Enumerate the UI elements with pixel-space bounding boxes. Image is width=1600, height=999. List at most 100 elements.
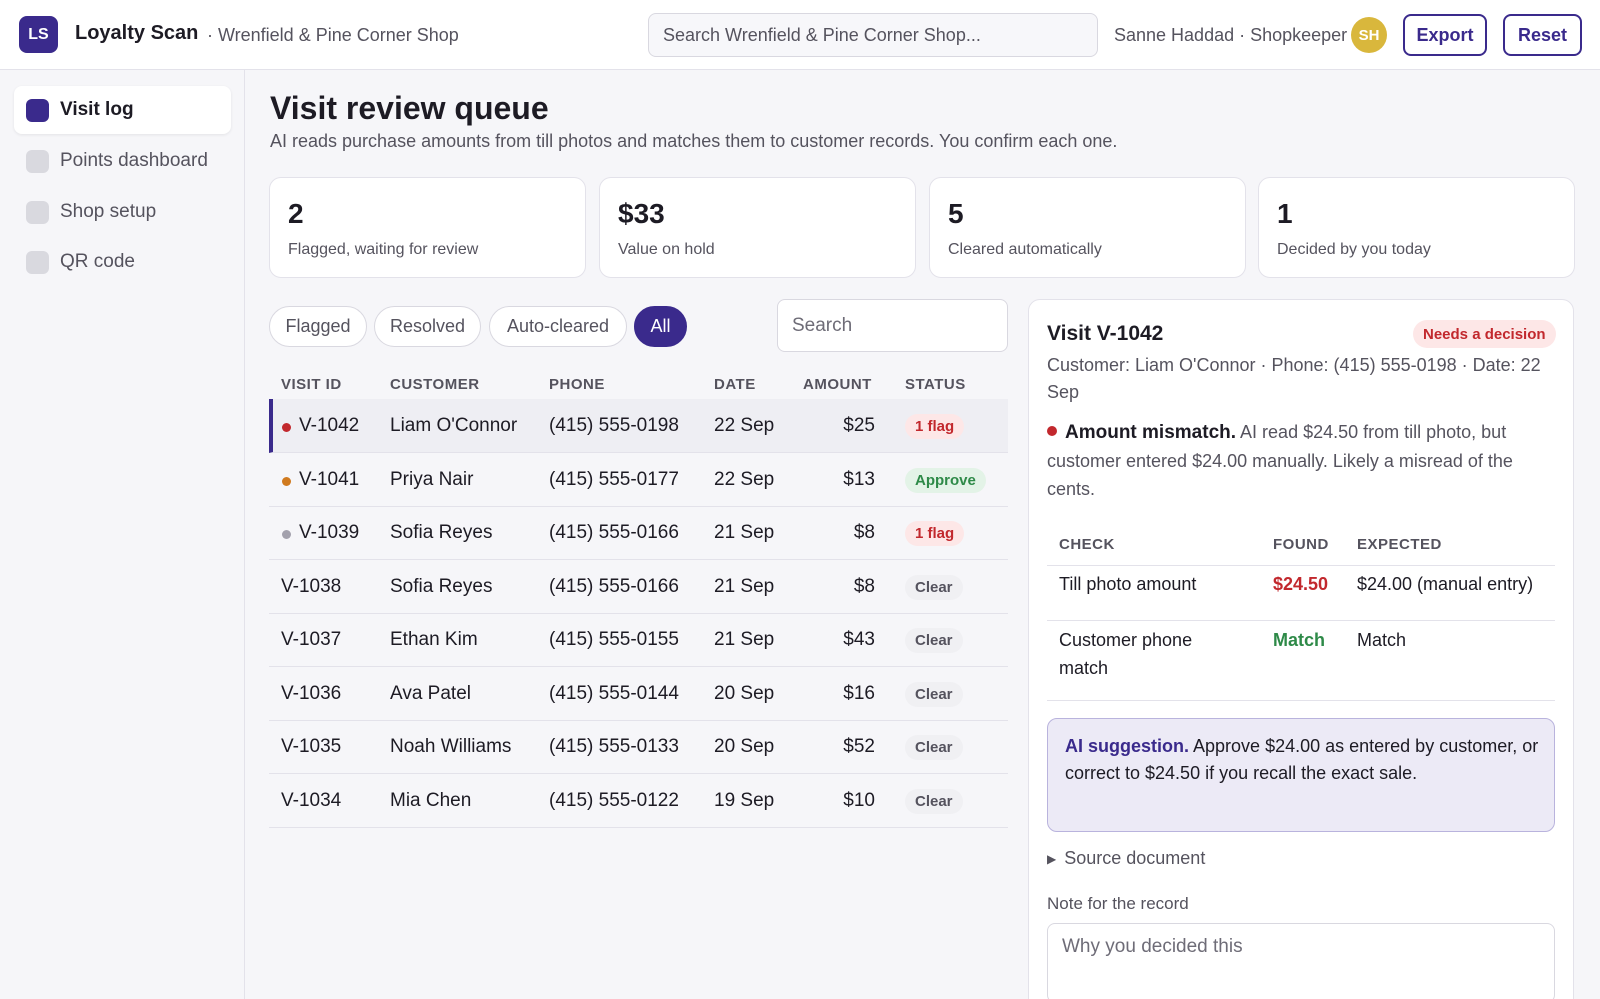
check-found: $24.50: [1273, 574, 1329, 594]
qr-code-icon: [26, 250, 49, 274]
visit-log-icon: [26, 98, 49, 122]
divider: [1047, 565, 1555, 566]
ai-suggestion-box: AI suggestion. Approve $24.00 as entered…: [1047, 718, 1555, 832]
stat-label: Value on hold: [618, 241, 715, 258]
sidebar-item-label: Points dashboard: [60, 150, 208, 171]
column-header-phone[interactable]: PHONE: [549, 376, 605, 393]
visit-id-cell: V-1034: [281, 789, 342, 811]
note-label: Note for the record: [1047, 894, 1189, 913]
check-column-header: CHECK: [1059, 536, 1115, 553]
top-bar: LS Loyalty Scan · Wrenfield & Pine Corne…: [0, 0, 1600, 70]
check-found: Match: [1273, 630, 1326, 650]
visit-id-cell: V-1036: [281, 682, 342, 704]
stat-value: $33: [618, 198, 665, 229]
status-badge: Clear: [905, 574, 963, 600]
shop-name: · Wrenfield & Pine Corner Shop: [207, 25, 459, 45]
table-search-input[interactable]: [777, 299, 1008, 352]
check-expected: $24.00 (manual entry): [1357, 574, 1534, 594]
stat-label: Cleared automatically: [948, 241, 1102, 258]
column-header-status[interactable]: STATUS: [905, 376, 966, 393]
stat-card-cleared: 5 Cleared automatically: [929, 177, 1246, 278]
phone-cell: (415) 555-0177: [549, 468, 679, 490]
table-row[interactable]: V-1039 Sofia Reyes (415) 555-0166 21 Sep $8 1…: [269, 506, 1008, 560]
sidebar-item-label: QR code: [60, 251, 135, 272]
amount-cell: $43: [843, 629, 875, 650]
visit-id-cell: V-1042: [299, 415, 360, 436]
status-dot-icon: [282, 423, 291, 432]
table-row[interactable]: V-1038 Sofia Reyes (415) 555-0166 21 Sep $8 C…: [269, 560, 1008, 614]
filter-all[interactable]: All: [634, 306, 687, 347]
date-cell: 20 Sep: [714, 736, 775, 757]
user-name: Sanne Haddad · Shopkeeper: [1114, 25, 1348, 45]
shop-setup-icon: [26, 200, 49, 224]
check-expected: Match: [1357, 630, 1407, 650]
table-row[interactable]: V-1036 Ava Patel (415) 555-0144 20 Sep $16 Cl…: [269, 667, 1008, 721]
sidebar-item-qr-code[interactable]: QR code: [14, 238, 231, 286]
table-row[interactable]: V-1037 Ethan Kim (415) 555-0155 21 Sep $43 Cl…: [269, 613, 1008, 667]
customer-cell: Sofia Reyes: [390, 522, 493, 543]
customer-cell: Priya Nair: [390, 468, 474, 490]
table-row[interactable]: V-1041 Priya Nair (415) 555-0177 22 Sep $13 A…: [269, 453, 1008, 507]
avatar[interactable]: SH: [1351, 17, 1387, 53]
issue-description: Amount mismatch. AI read $24.50 from til…: [1047, 418, 1557, 503]
visit-detail-panel: Visit V-1042 Needs a decision Customer: …: [1028, 299, 1574, 999]
column-header-visit-id[interactable]: VISIT ID: [281, 376, 342, 393]
global-search-input[interactable]: [648, 13, 1098, 57]
customer-cell: Sofia Reyes: [390, 575, 493, 597]
sidebar-item-points-dashboard[interactable]: Points dashboard: [14, 137, 231, 185]
found-column-header: FOUND: [1273, 536, 1329, 553]
status-badge: Approve: [905, 467, 986, 493]
column-header-customer[interactable]: CUSTOMER: [390, 376, 480, 393]
status-badge: Needs a decision: [1413, 320, 1556, 348]
filter-resolved[interactable]: Resolved: [374, 306, 481, 347]
stat-value: 5: [948, 198, 964, 229]
date-cell: 21 Sep: [714, 629, 775, 650]
column-header-amount[interactable]: AMOUNT: [803, 376, 872, 393]
phone-cell: (415) 555-0155: [549, 629, 679, 650]
visit-id-cell: V-1035: [281, 736, 342, 757]
sidebar-item-visit-log[interactable]: Visit log: [14, 86, 231, 134]
amount-cell: $8: [853, 522, 875, 543]
status-badge: Clear: [905, 788, 963, 814]
date-cell: 20 Sep: [714, 682, 775, 704]
source-document-toggle[interactable]: ▶ Source document: [1047, 848, 1205, 869]
status-badge: Clear: [905, 628, 963, 653]
phone-cell: (415) 555-0198: [549, 415, 679, 436]
app-logo: LS: [19, 16, 58, 53]
page-subtitle: AI reads purchase amounts from till phot…: [270, 131, 1118, 151]
ai-suggestion: AI suggestion. Approve $24.00 as entered…: [1065, 733, 1540, 787]
divider: [1047, 700, 1555, 701]
filter-flagged[interactable]: Flagged: [269, 306, 367, 347]
sidebar: Visit log Points dashboard Shop setup QR…: [0, 70, 245, 999]
column-header-date[interactable]: DATE: [714, 376, 756, 393]
status-badge: 1 flag: [905, 414, 965, 439]
note-field[interactable]: [1047, 923, 1555, 999]
status-badge: Clear: [905, 681, 963, 707]
ai-suggestion-text: Approve $24.00 as entered by customer, o…: [1065, 736, 1539, 783]
status-dot-icon: [282, 530, 291, 539]
stat-card-flagged: 2 Flagged, waiting for review: [269, 177, 586, 278]
reset-button[interactable]: Reset: [1503, 14, 1582, 56]
stat-label: Decided by you today: [1277, 241, 1431, 258]
customer-cell: Ethan Kim: [390, 629, 478, 650]
status-badge: Clear: [905, 735, 963, 760]
sidebar-item-shop-setup[interactable]: Shop setup: [14, 188, 231, 236]
date-cell: 22 Sep: [714, 415, 775, 436]
table-row[interactable]: V-1034 Mia Chen (415) 555-0122 19 Sep $10 Cle…: [269, 774, 1008, 828]
page-title: Visit review queue: [270, 90, 549, 126]
date-cell: 22 Sep: [714, 468, 775, 490]
expected-column-header: EXPECTED: [1357, 536, 1442, 553]
detail-meta: Customer: Liam O'Connor · Phone: (415) 5…: [1047, 355, 1541, 402]
customer-cell: Ava Patel: [390, 682, 471, 704]
check-name: Till photo amount: [1059, 574, 1197, 594]
table-row[interactable]: V-1035 Noah Williams (415) 555-0133 20 Sep $…: [269, 720, 1008, 774]
customer-cell: Noah Williams: [390, 736, 512, 757]
amount-cell: $52: [843, 736, 875, 757]
stat-value: 1: [1277, 198, 1293, 229]
table-row[interactable]: V-1042 Liam O'Connor (415) 555-0198 22 Sep $…: [269, 399, 1008, 453]
detail-title: Visit V-1042: [1047, 322, 1164, 345]
filter-auto-cleared[interactable]: Auto-cleared: [489, 306, 627, 347]
export-button[interactable]: Export: [1403, 14, 1487, 56]
visit-id-cell: V-1038: [281, 575, 342, 597]
status-dot-icon: [282, 476, 291, 486]
